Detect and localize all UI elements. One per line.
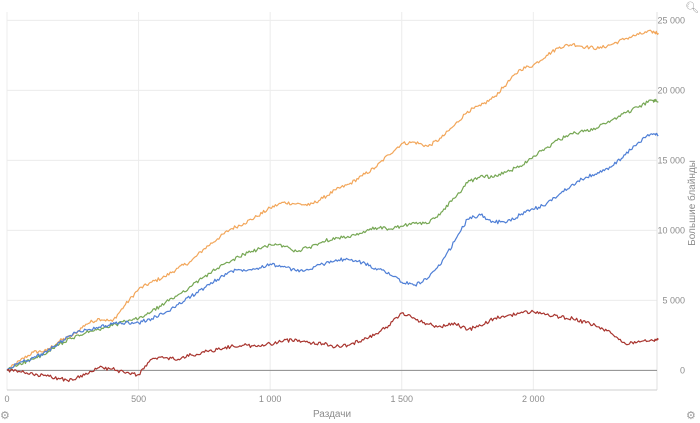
y-tick-label: 5 000 [662, 295, 685, 305]
settings-icon[interactable]: ⚙ [0, 409, 10, 422]
y-axis-ticks: 0 5 000 10 000 15 000 20 000 25 000 [657, 15, 685, 375]
series-line [6, 132, 659, 371]
x-tick-label: 2 000 [522, 394, 545, 404]
y-tick-label: 10 000 [657, 225, 685, 235]
y-tick-label: 15 000 [657, 155, 685, 165]
y-tick-label: 25 000 [657, 15, 685, 25]
series-line [6, 29, 659, 371]
x-axis-title: Раздачи [313, 409, 351, 420]
x-axis-ticks: 0 500 1 000 1 500 2 000 [4, 394, 544, 404]
series-line [6, 309, 659, 383]
magnifier-icon[interactable]: 🔍︎ [685, 1, 699, 14]
grid-lines [6, 12, 658, 391]
x-tick-label: 1 000 [259, 394, 282, 404]
x-tick-label: 500 [131, 394, 146, 404]
x-tick-label: 0 [4, 394, 9, 404]
series-line [6, 98, 659, 371]
settings-icon[interactable]: ⚙ [686, 409, 696, 422]
x-tick-label: 1 500 [390, 394, 413, 404]
y-tick-label: 20 000 [657, 85, 685, 95]
y-axis-title: Большие блайнды [686, 160, 698, 246]
y-tick-label: 0 [680, 365, 685, 375]
series-lines [6, 29, 659, 383]
